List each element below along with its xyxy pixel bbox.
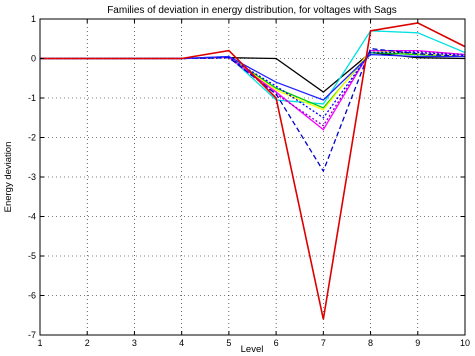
series-line-7 [40,51,466,119]
x-tick-label: 8 [368,338,373,348]
chart-title: Families of deviation in energy distribu… [107,5,397,16]
y-axis-label: Energy deviation [3,142,14,213]
x-tick-label: 4 [179,338,184,348]
y-tick-label: -4 [28,212,36,222]
y-tick-label: -1 [28,93,36,103]
x-tick-label: 1 [37,338,42,348]
y-tick-label: -2 [28,133,36,143]
x-axis-label: Level [241,344,264,355]
series-line-8 [40,47,466,173]
y-tick-label: -3 [28,172,36,182]
series-line-6 [40,49,466,127]
x-tick-label: 9 [415,338,420,348]
x-tick-label: 6 [274,338,279,348]
y-tick-label: -7 [28,330,36,340]
series-layer [40,22,466,320]
x-tick-label: 7 [321,338,326,348]
y-tick-label: -6 [28,291,36,301]
y-tick-label: 0 [31,54,36,64]
x-tick-label: 10 [460,338,470,348]
x-tick-label: 5 [226,338,231,348]
y-tick-label: 1 [31,14,36,24]
y-tick-label: -5 [28,251,36,261]
x-tick-label: 2 [85,338,90,348]
series-line-10 [40,22,466,320]
x-tick-label: 3 [132,338,137,348]
